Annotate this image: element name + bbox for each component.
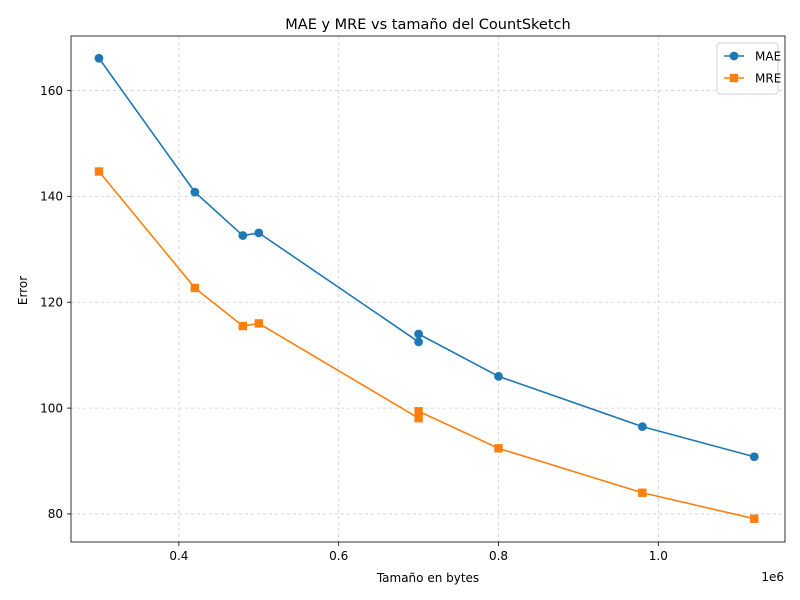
data-point-mre — [414, 407, 423, 416]
data-point-mre — [94, 167, 104, 176]
x-tick-label: 1.0 — [649, 549, 668, 563]
chart-title: MAE y MRE vs tamaño del CountSketch — [285, 17, 570, 33]
series-line-mae — [98, 57, 755, 458]
data-point-mre — [638, 488, 647, 497]
legend-marker-mre — [729, 73, 739, 83]
data-point-mae — [238, 231, 248, 240]
data-point-mae — [94, 53, 104, 63]
y-tick-label: 120 — [40, 296, 63, 310]
y-tick-label: 160 — [40, 84, 63, 98]
grid-lines — [71, 36, 785, 542]
data-point-mre — [238, 321, 248, 331]
x-tick-label: 0.4 — [169, 549, 188, 563]
data-point-mae — [190, 187, 200, 197]
y-tick-label: 100 — [40, 401, 63, 415]
data-point-mae — [637, 422, 647, 432]
x-axis: 0.4 0.6 0.8 1.0 — [169, 542, 668, 563]
series-line-mre — [98, 170, 755, 520]
y-tick-label: 140 — [40, 190, 63, 204]
series-mre — [94, 167, 759, 523]
data-point-mre — [494, 444, 503, 453]
y-tick-label: 80 — [48, 507, 63, 521]
y-axis-label: Error — [16, 276, 30, 305]
plot-frame — [70, 35, 786, 543]
legend-marker-mae — [729, 51, 739, 61]
plot-series — [94, 53, 759, 523]
legend: MAE MRE — [716, 42, 781, 95]
legend-label-mre: MRE — [755, 71, 781, 85]
x-tick-label: 0.8 — [489, 549, 508, 563]
data-point-mre — [414, 413, 423, 423]
data-point-mre — [750, 514, 759, 523]
legend-label-mae: MAE — [755, 49, 781, 63]
series-mae — [94, 53, 759, 462]
data-point-mae — [494, 371, 503, 381]
data-point-mae — [254, 228, 264, 238]
data-point-mae — [749, 452, 759, 462]
data-point-mae — [414, 337, 424, 347]
x-axis-offset-label: 1e6 — [761, 570, 784, 584]
y-axis: 80 100 120 140 160 — [40, 84, 71, 521]
data-point-mre — [254, 319, 263, 328]
data-point-mae — [414, 329, 424, 339]
x-axis-label: Tamaño en bytes — [376, 571, 479, 585]
data-point-mre — [190, 283, 200, 293]
x-tick-label: 0.6 — [329, 549, 348, 563]
